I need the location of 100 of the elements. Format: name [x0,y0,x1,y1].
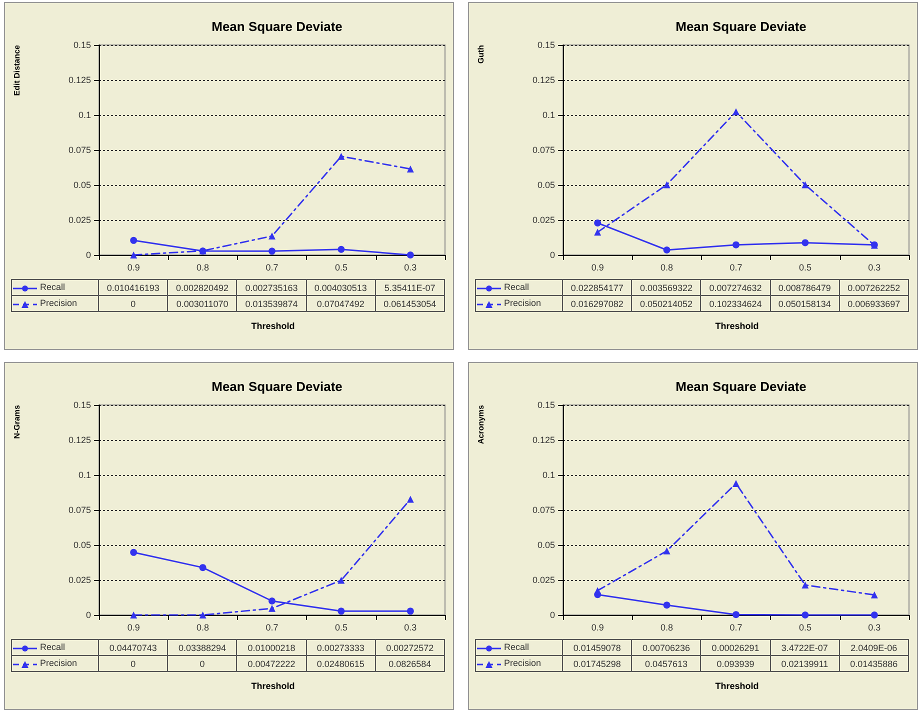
data-label: 0 [168,656,237,672]
x-tick-label: 0.8 [196,622,210,632]
x-axis-title: Threshold [714,321,760,331]
y-axis-title: Guth [476,44,486,64]
data-label: 0.04470743 [98,640,168,656]
x-tick-label: 0.3 [404,622,417,632]
point [199,612,206,618]
data-label: 0.003569322 [632,280,701,296]
point [594,587,602,594]
point [663,246,670,254]
point [732,241,740,248]
x-tick-label: 0.7 [266,622,278,632]
x-tick-label: 0.7 [730,262,742,272]
point [594,228,602,236]
point [199,564,206,572]
data-label: 0.013539874 [236,296,306,312]
y-tick-label: 0.125 [532,75,555,85]
point [802,181,809,188]
y-tick-label: 0.15 [73,400,91,410]
data-label: 3.4722E-07 [770,640,840,656]
data-label: 0.093939 [700,656,770,672]
y-tick-label: 0 [86,610,91,620]
point [268,604,276,612]
point [406,252,414,258]
data-label: 0.00273333 [306,640,376,656]
data-label: 0 [98,296,168,312]
y-tick-label: 0 [86,250,91,260]
point [663,547,670,554]
data-label: 0.007274632 [700,280,770,296]
y-axis-title: N-Grams [12,404,22,439]
point [130,252,138,258]
y-tick-label: 0.075 [68,145,91,155]
data-label: 0.01435886 [839,656,908,672]
data-label: 0.0457613 [632,656,701,672]
x-tick-label: 0.5 [798,622,812,632]
y-tick-label: 0.025 [68,575,91,585]
y-tick-label: 0.125 [532,435,555,445]
data-label: 0.07047492 [306,296,376,312]
data-label: 0.003011070 [168,296,237,312]
x-tick-label: 0.5 [334,262,348,272]
point [130,612,138,618]
point [338,576,345,584]
point [802,582,809,589]
legend-label: Recall [12,280,98,296]
data-label: 0.01000218 [236,640,306,656]
data-label: 0 [98,656,168,672]
legend-label: Precision [476,656,562,672]
x-axis-title: Threshold [250,681,296,691]
data-label: 0.0826584 [375,656,444,672]
y-tick-label: 0.075 [532,505,555,515]
y-tick-label: 0.05 [73,540,91,550]
point [870,612,878,618]
data-label: 0.016297082 [562,296,632,312]
y-tick-label: 0.075 [532,145,555,155]
y-tick-label: 0.025 [532,215,555,225]
data-label: 0.00472222 [236,656,306,672]
y-tick-label: 0.125 [68,75,91,85]
legend-label: Precision [12,656,98,672]
y-axis-title: Edit Distance [12,44,22,96]
x-tick-label: 0.8 [660,622,674,632]
y-tick-label: 0.15 [537,40,555,50]
y-tick-label: 0 [550,610,555,620]
y-tick-label: 0.075 [68,505,91,515]
x-tick-label: 0.5 [798,262,812,272]
x-tick-label: 0.9 [591,262,604,272]
x-tick-label: 0.8 [660,262,674,272]
data-label: 0.006933697 [839,296,908,312]
x-tick-label: 0.7 [730,622,742,632]
data-label: 0.01745298 [562,656,632,672]
data-label: 0.050214052 [632,296,701,312]
legend-label: Recall [476,640,562,656]
y-tick-label: 0.05 [73,180,91,190]
y-tick-label: 0.1 [78,470,91,480]
data-label: 0.050158134 [770,296,840,312]
chart-title: Mean Square Deviate [676,19,806,34]
x-tick-label: 0.7 [266,262,278,272]
data-label: 0.02480615 [306,656,376,672]
y-tick-label: 0.1 [542,470,555,480]
point [802,239,809,246]
x-axis-title: Threshold [250,321,296,331]
point [663,181,670,188]
data-label: 0.022854177 [562,280,632,296]
chart-title: Mean Square Deviate [212,19,342,34]
point [338,246,345,253]
y-tick-label: 0.15 [537,400,555,410]
point [268,598,276,604]
point [130,236,138,244]
y-tick-label: 0.1 [78,110,91,120]
data-label: 0.002735163 [236,280,306,296]
data-label: 0.00272572 [375,640,444,656]
x-tick-label: 0.9 [127,622,140,632]
y-axis-title: Acronyms [476,404,486,444]
x-tick-label: 0.9 [591,622,604,632]
point [732,108,740,116]
point [663,602,670,609]
x-tick-label: 0.3 [868,262,881,272]
x-tick-label: 0.8 [196,262,210,272]
point [268,248,276,255]
y-tick-label: 0.1 [542,110,555,120]
x-tick-label: 0.5 [334,622,348,632]
